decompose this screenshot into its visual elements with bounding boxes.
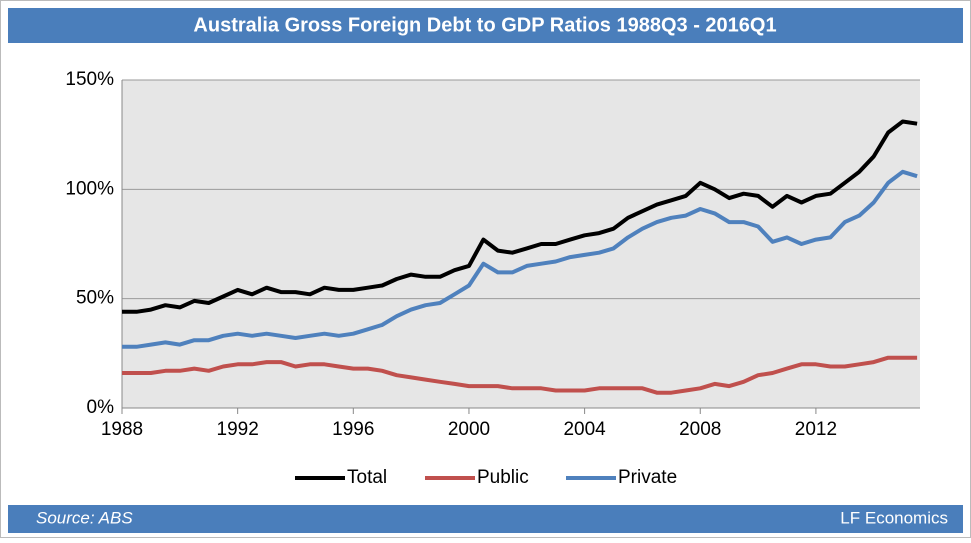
source: Source: ABS [36, 508, 133, 527]
legend-label: Private [618, 467, 677, 488]
x-tick-label: 1988 [101, 419, 143, 440]
y-tick-label: 100% [65, 178, 114, 199]
plot-area [122, 80, 920, 408]
x-tick-label: 2004 [563, 419, 606, 440]
y-tick-label: 0% [87, 397, 115, 418]
title-bar [8, 8, 963, 43]
series-line [122, 169, 918, 349]
series-line [122, 119, 918, 314]
y-tick-label: 150% [65, 69, 114, 90]
x-tick-label: 1992 [217, 419, 259, 440]
x-tick-label: 1996 [332, 419, 374, 440]
legend-label: Public [477, 467, 529, 488]
x-tick-label: 2000 [448, 419, 490, 440]
legend-label: Total [347, 467, 387, 488]
chart-title: Australia Gross Foreign Debt to GDP Rati… [193, 14, 776, 36]
brand: LF Economics [840, 508, 948, 527]
y-tick-label: 50% [76, 288, 114, 309]
series-line [122, 355, 918, 395]
x-tick-label: 2008 [679, 419, 721, 440]
footer-bar [8, 505, 963, 533]
x-tick-label: 2012 [795, 419, 837, 440]
